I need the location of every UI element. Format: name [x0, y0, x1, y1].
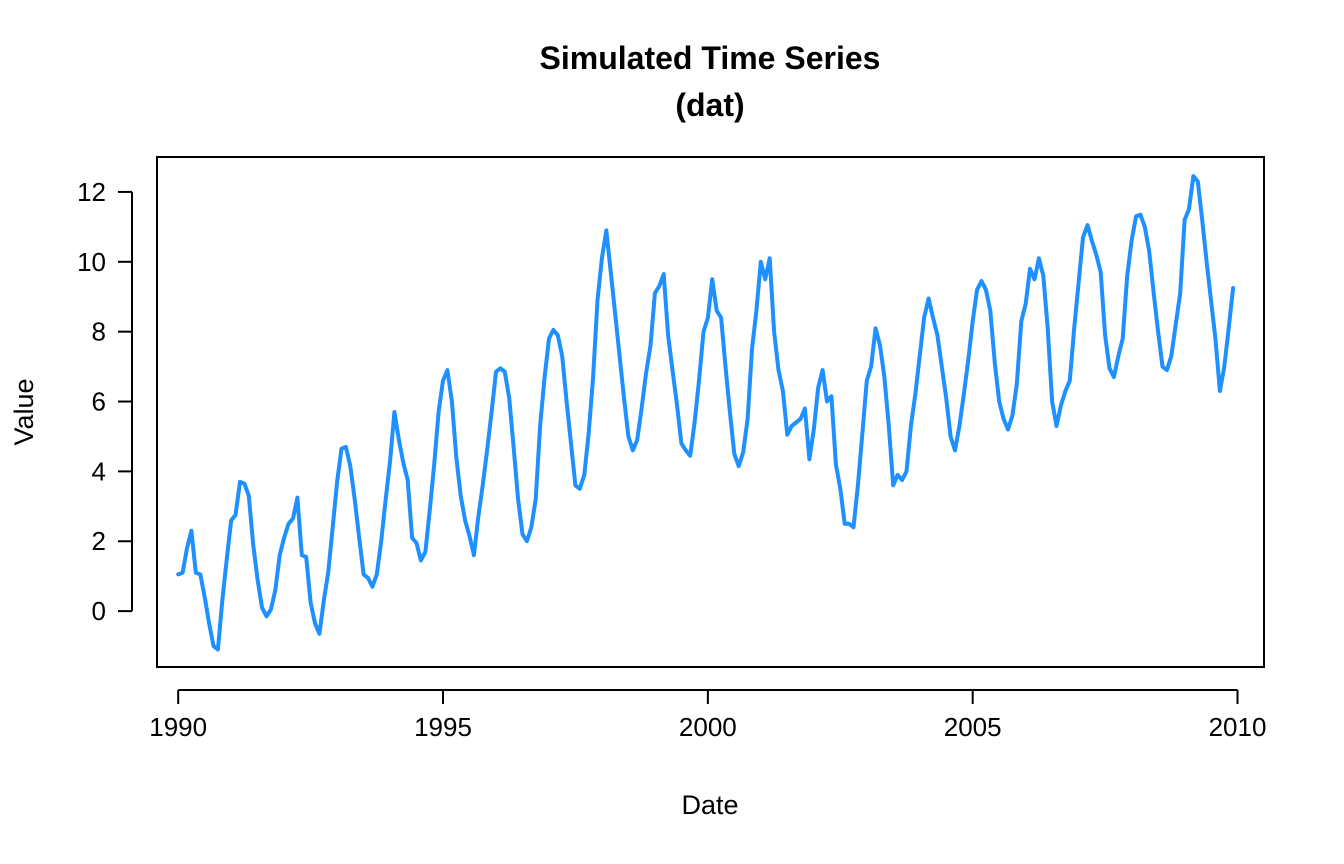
y-tick-label: 6: [92, 387, 106, 417]
y-tick-label: 8: [92, 317, 106, 347]
y-tick-label: 12: [77, 177, 106, 207]
chart-subtitle: (dat): [675, 87, 744, 123]
x-tick-label: 1990: [149, 712, 207, 742]
x-tick-label: 2010: [1209, 712, 1267, 742]
x-axis: 1990 1995 2000 2005 2010: [149, 689, 1267, 742]
y-axis-label: Value: [9, 378, 39, 445]
x-tick-label: 2000: [679, 712, 737, 742]
y-tick-label: 2: [92, 526, 106, 556]
plot-frame: [156, 156, 1265, 668]
x-tick-label: 1995: [414, 712, 472, 742]
x-tick-label: 2005: [944, 712, 1002, 742]
chart-title: Simulated Time Series: [540, 40, 881, 76]
series-line: [176, 174, 1236, 652]
y-axis: 0 2 4 6 8 10 12: [77, 177, 133, 626]
x-axis-label: Date: [681, 790, 738, 820]
y-tick-label: 0: [92, 596, 106, 626]
y-tick-label: 4: [92, 456, 106, 486]
y-tick-label: 10: [77, 247, 106, 277]
